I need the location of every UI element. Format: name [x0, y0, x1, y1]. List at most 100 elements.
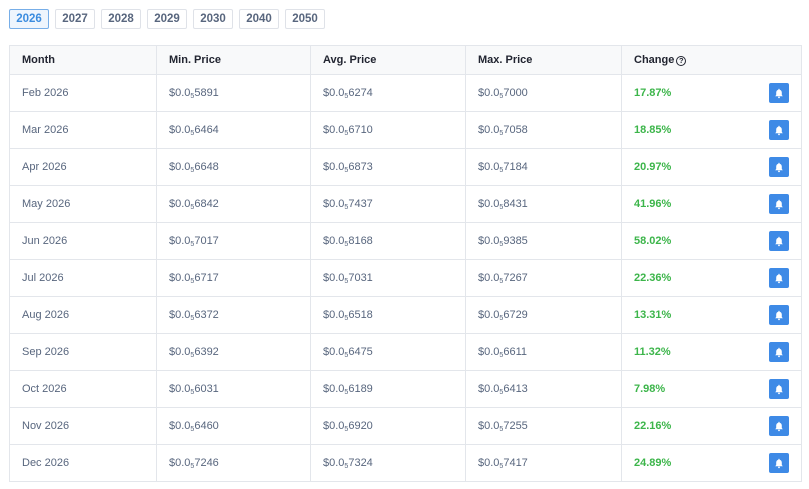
price-zero-count: 5	[499, 351, 504, 359]
year-tab-2026[interactable]: 2026	[9, 9, 49, 29]
year-tab-2050[interactable]: 2050	[285, 9, 325, 29]
year-tab-2040[interactable]: 2040	[239, 9, 279, 29]
price-zero-count: 5	[499, 240, 504, 248]
table-row: Apr 2026 $0.056648 $0.056873 $0.057184 20.97…	[9, 148, 802, 186]
bell-icon	[774, 384, 784, 395]
price-prefix: $0.0	[169, 308, 191, 321]
bell-icon	[774, 88, 784, 99]
price-prefix: $0.0	[478, 345, 500, 358]
price-prefix: $0.0	[323, 271, 345, 284]
price-digits: 6274	[348, 86, 373, 99]
price-zero-count: 5	[344, 388, 349, 396]
price-zero-count: 5	[190, 203, 195, 211]
min-price-cell: $0.056464	[156, 111, 311, 149]
month-cell: May 2026	[9, 185, 157, 223]
price-digits: 6648	[194, 160, 219, 173]
price-prefix: $0.0	[169, 456, 191, 469]
avg-price-cell: $0.056873	[310, 148, 466, 186]
table-body: Feb 2026 $0.055891 $0.056274 $0.057000 17.87…	[9, 74, 802, 482]
price-digits: 7324	[348, 456, 373, 469]
price-digits: 6464	[194, 123, 219, 136]
min-price-cell: $0.057246	[156, 444, 311, 482]
price-zero-count: 5	[344, 425, 349, 433]
bell-icon	[774, 125, 784, 136]
change-cell: 22.16%	[621, 407, 802, 445]
price-digits: 6842	[194, 197, 219, 210]
change-value: 18.85%	[634, 124, 672, 136]
max-price-cell: $0.057184	[465, 148, 622, 186]
price-zero-count: 5	[344, 203, 349, 211]
price-prefix: $0.0	[169, 160, 191, 173]
change-cell: 24.89%	[621, 444, 802, 482]
year-tab-2027[interactable]: 2027	[55, 9, 95, 29]
price-alert-button[interactable]	[769, 231, 789, 251]
price-zero-count: 5	[344, 166, 349, 174]
bell-icon	[774, 199, 784, 210]
change-value: 13.31%	[634, 309, 672, 321]
header-month: Month	[9, 45, 157, 75]
change-value: 20.97%	[634, 161, 672, 173]
price-alert-button[interactable]	[769, 416, 789, 436]
change-value: 11.32%	[634, 346, 671, 358]
price-alert-button[interactable]	[769, 120, 789, 140]
price-prefix: $0.0	[478, 160, 500, 173]
price-digits: 7255	[503, 419, 528, 432]
price-alert-button[interactable]	[769, 157, 789, 177]
price-zero-count: 5	[190, 129, 195, 137]
month-cell: Dec 2026	[9, 444, 157, 482]
avg-price-cell: $0.057324	[310, 444, 466, 482]
price-prefix: $0.0	[478, 419, 500, 432]
year-tabs: 2026 2027 2028 2029 2030 2040 2050	[9, 9, 325, 29]
price-alert-button[interactable]	[769, 453, 789, 473]
price-alert-button[interactable]	[769, 379, 789, 399]
table-row: Nov 2026 $0.056460 $0.056920 $0.057255 22.16…	[9, 407, 802, 445]
price-digits: 6518	[348, 308, 373, 321]
price-prefix: $0.0	[323, 197, 345, 210]
price-zero-count: 5	[499, 277, 504, 285]
price-zero-count: 5	[190, 462, 195, 470]
price-alert-button[interactable]	[769, 83, 789, 103]
change-value: 22.16%	[634, 420, 672, 432]
price-prefix: $0.0	[169, 419, 191, 432]
year-tab-2028[interactable]: 2028	[101, 9, 141, 29]
price-zero-count: 5	[499, 462, 504, 470]
month-cell: Aug 2026	[9, 296, 157, 334]
year-tab-2029[interactable]: 2029	[147, 9, 187, 29]
price-digits: 7184	[503, 160, 528, 173]
price-prefix: $0.0	[169, 86, 191, 99]
min-price-cell: $0.056717	[156, 259, 311, 297]
price-zero-count: 5	[499, 388, 504, 396]
price-digits: 6611	[503, 345, 527, 358]
min-price-cell: $0.056031	[156, 370, 311, 408]
price-digits: 6189	[348, 382, 373, 395]
price-zero-count: 5	[344, 240, 349, 248]
price-zero-count: 5	[190, 351, 195, 359]
price-digits: 6031	[194, 382, 219, 395]
max-price-cell: $0.058431	[465, 185, 622, 223]
header-change: Change?	[621, 45, 802, 75]
min-price-cell: $0.056392	[156, 333, 311, 371]
price-prefix: $0.0	[169, 382, 191, 395]
price-zero-count: 5	[344, 92, 349, 100]
price-digits: 9385	[503, 234, 528, 247]
min-price-cell: $0.056372	[156, 296, 311, 334]
price-zero-count: 5	[190, 92, 195, 100]
avg-price-cell: $0.057031	[310, 259, 466, 297]
help-icon[interactable]: ?	[676, 56, 687, 66]
bell-icon	[774, 162, 784, 173]
year-tab-2030[interactable]: 2030	[193, 9, 233, 29]
min-price-cell: $0.055891	[156, 74, 311, 112]
price-alert-button[interactable]	[769, 268, 789, 288]
price-prefix: $0.0	[169, 345, 191, 358]
header-avg-price: Avg. Price	[310, 45, 466, 75]
price-alert-button[interactable]	[769, 342, 789, 362]
header-change-label: Change	[634, 54, 675, 66]
price-alert-button[interactable]	[769, 305, 789, 325]
price-digits: 7058	[503, 123, 528, 136]
change-value: 17.87%	[634, 87, 672, 99]
price-alert-button[interactable]	[769, 194, 789, 214]
price-zero-count: 5	[344, 314, 349, 322]
price-zero-count: 5	[190, 425, 195, 433]
table-header-row: Month Min. Price Avg. Price Max. Price C…	[9, 45, 802, 75]
change-cell: 58.02%	[621, 222, 802, 260]
